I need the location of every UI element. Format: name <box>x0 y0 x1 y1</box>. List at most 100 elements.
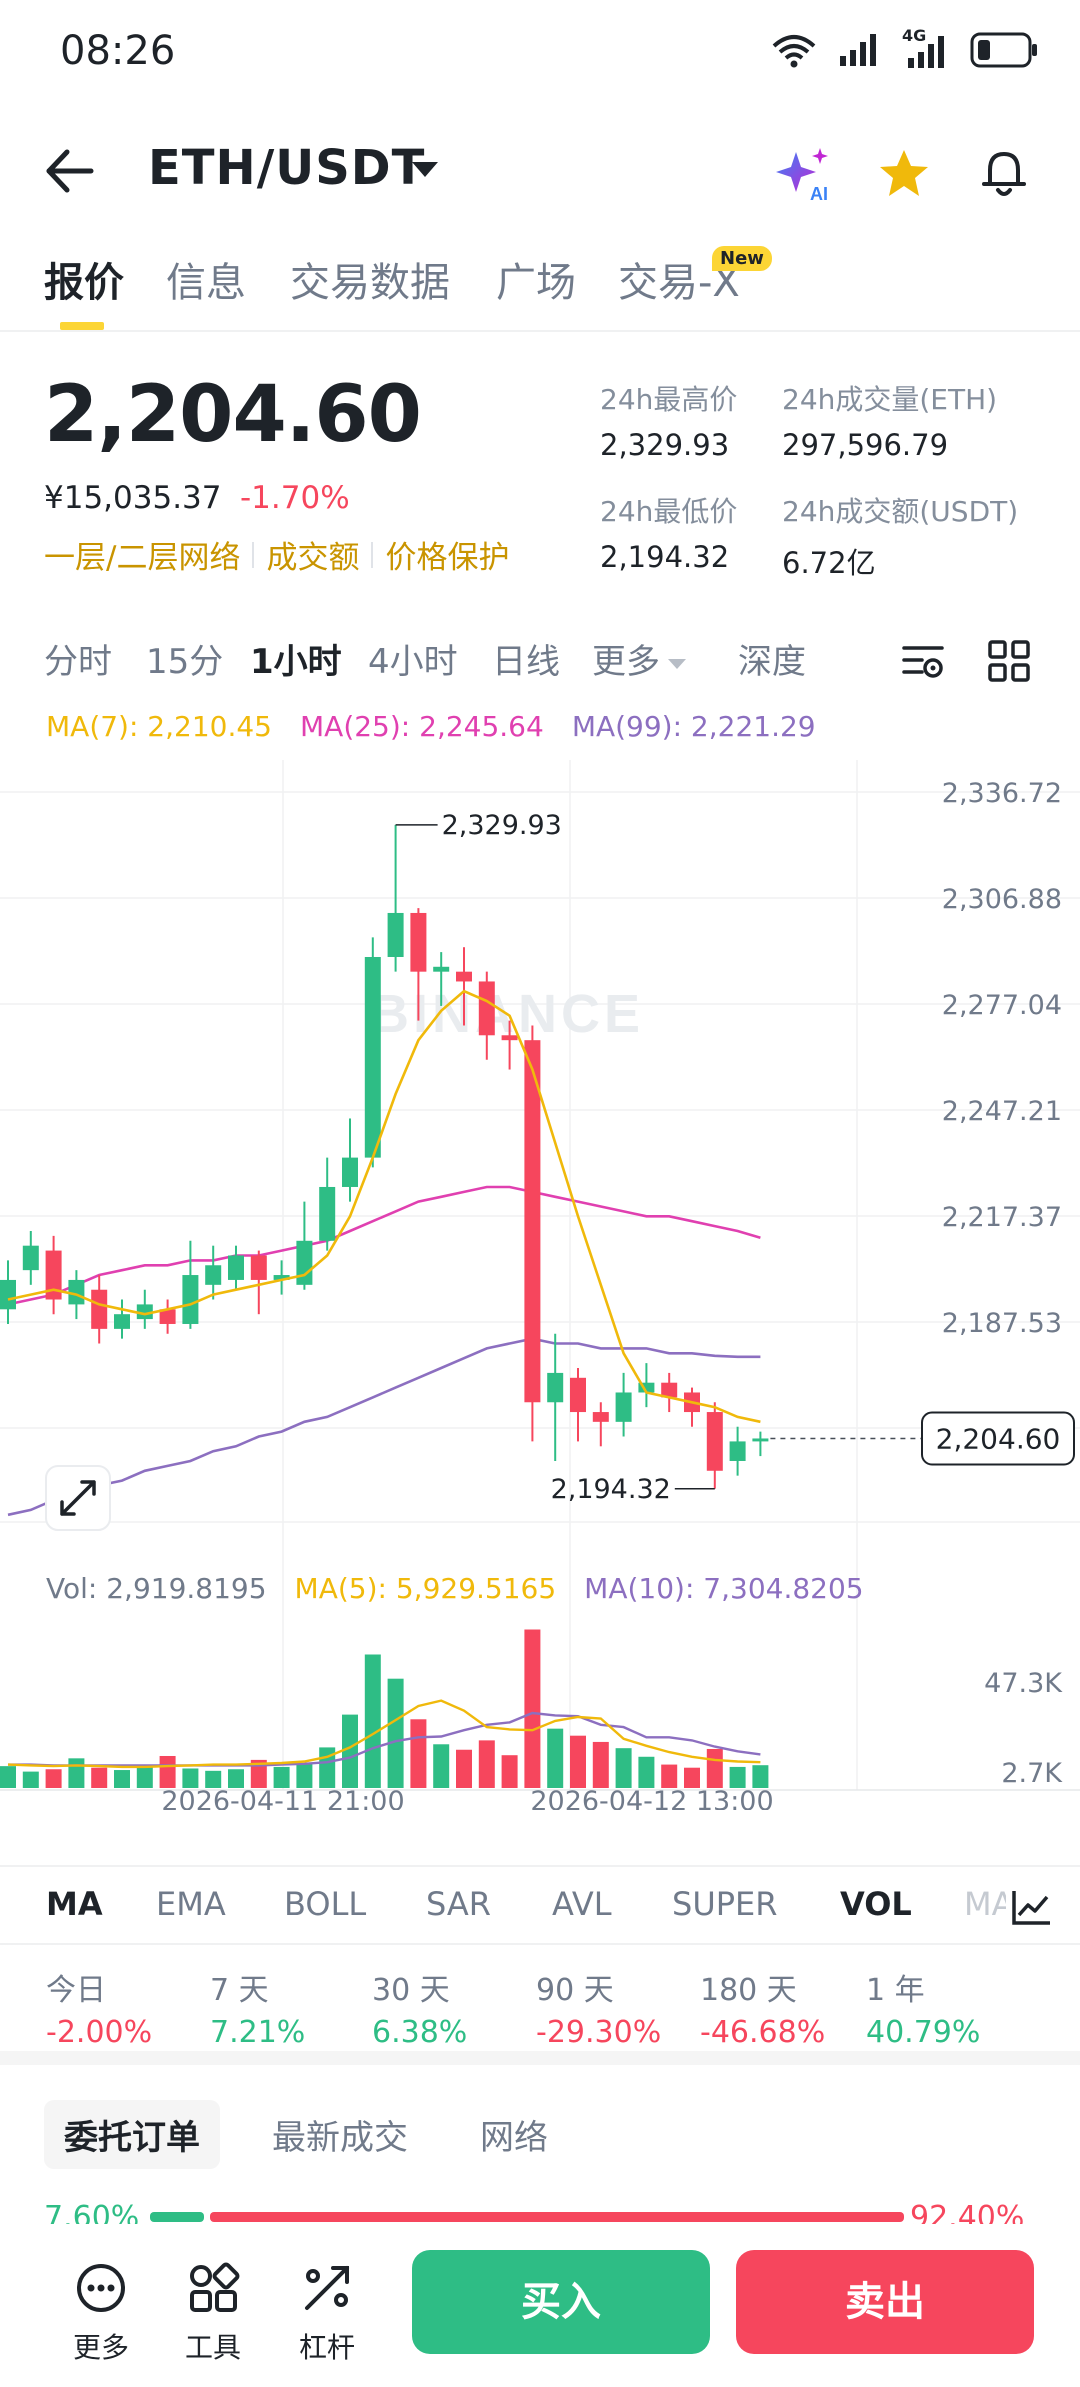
candle-body <box>136 1304 153 1320</box>
volume-bar <box>547 1728 564 1788</box>
candle <box>114 1299 130 1339</box>
kline-chart[interactable]: BINANCE 2,336.72 2,306.88 2,277.04 2,247.21 2… <box>0 700 1080 1810</box>
volume-bar <box>273 1766 290 1788</box>
interval-1h[interactable]: 1小时 <box>250 642 342 682</box>
tab-quote[interactable]: 报价 <box>44 260 124 306</box>
candle-body <box>182 1275 199 1324</box>
perf-180d: 180 天 -46.68% <box>700 1965 825 2050</box>
buy-button[interactable]: 买入 <box>412 2250 710 2354</box>
pair-selector[interactable]: ETH/USDT <box>148 140 426 196</box>
candle <box>570 1368 586 1442</box>
candle <box>706 1402 723 1489</box>
sell-button[interactable]: 卖出 <box>736 2250 1034 2354</box>
tab-info[interactable]: 信息 <box>166 260 246 306</box>
expand-arrows <box>60 1480 96 1516</box>
candle-body <box>478 981 495 1036</box>
tools-button[interactable]: 工具 <box>168 2260 258 2366</box>
tab-order-book[interactable]: 委托订单 <box>44 2100 220 2169</box>
candle <box>501 1020 518 1070</box>
tag-price-protection[interactable]: 价格保护 <box>385 540 510 576</box>
candle-body <box>319 1186 336 1241</box>
volume-bar <box>638 1756 655 1788</box>
perf-label: 90 天 <box>536 1973 614 2008</box>
candle <box>91 1275 108 1344</box>
wifi-icon <box>772 35 816 68</box>
tab-square[interactable]: 广场 <box>496 260 576 306</box>
tab-trading-data[interactable]: 交易数据 <box>290 260 450 306</box>
interval-day[interactable]: 日线 <box>492 642 560 682</box>
volume-bar <box>524 1629 541 1788</box>
bell-icon[interactable] <box>976 144 1032 200</box>
sell-ratio-label: 92.40% <box>910 2200 1025 2224</box>
tag-layer-network[interactable]: 一层/二层网络 <box>44 540 241 576</box>
more-menu-button[interactable]: 更多 <box>56 2260 146 2366</box>
tag-turnover[interactable]: 成交额 <box>266 540 360 576</box>
tab-network[interactable]: 网络 <box>480 2118 548 2158</box>
back-arrow-icon[interactable] <box>45 148 95 194</box>
perf-label: 1 年 <box>866 1973 925 2008</box>
candle-body <box>592 1412 609 1422</box>
indicator-ma-sub[interactable]: MA <box>964 1885 1006 1923</box>
kline-chart-svg[interactable]: BINANCE2,336.722,306.882,277.042,247.212… <box>0 700 1080 1810</box>
interval-time[interactable]: 分时 <box>44 642 112 682</box>
stat-amount-value: 6.72亿 <box>782 546 876 580</box>
leverage-button[interactable]: 杠杆 <box>282 2260 372 2366</box>
grid-layout-icon[interactable] <box>986 638 1032 684</box>
indicator-ma[interactable]: MA <box>46 1885 103 1923</box>
expand-chart-icon[interactable] <box>45 1465 111 1531</box>
perf-value: -46.68% <box>700 2015 826 2050</box>
indicator-vol[interactable]: VOL <box>840 1885 912 1923</box>
candle-body <box>661 1382 678 1398</box>
indicator-avl[interactable]: AVL <box>552 1885 612 1923</box>
perf-label: 30 天 <box>372 1973 450 2008</box>
volume-bar <box>684 1767 700 1788</box>
indicator-sar[interactable]: SAR <box>426 1885 492 1923</box>
vol-ma10-line <box>8 1711 761 1767</box>
candle-body <box>547 1372 564 1403</box>
volume-bar <box>456 1749 472 1788</box>
interval-15m[interactable]: 15分 <box>146 642 224 682</box>
ma99-line <box>7 1337 761 1517</box>
volume-bar <box>661 1764 678 1788</box>
interval-depth[interactable]: 深度 <box>738 642 806 682</box>
interval-more[interactable]: 更多 <box>592 634 686 683</box>
chevron-down-icon <box>668 658 686 669</box>
candle-body <box>638 1382 655 1393</box>
indicator-super[interactable]: SUPER <box>672 1885 778 1923</box>
buy-ratio-bar <box>150 2212 204 2222</box>
chart-settings-icon[interactable] <box>900 638 946 684</box>
vol-legend: Vol: 2,919.8195 <box>46 1572 267 1605</box>
candle-body <box>752 1438 769 1442</box>
volume-axis-tick: 47.3K <box>984 1668 1063 1699</box>
favorite-star-icon[interactable] <box>876 146 932 202</box>
active-tab-indicator <box>60 322 104 330</box>
candle-body <box>410 912 427 972</box>
ma-legend: MA(7): 2,210.45 MA(25): 2,245.64 MA(99):… <box>46 710 816 743</box>
candle-body <box>387 912 404 957</box>
stat-high-value: 2,329.93 <box>600 428 730 462</box>
interval-4h[interactable]: 4小时 <box>368 642 458 682</box>
chevron-down-icon[interactable] <box>412 162 438 177</box>
tab-latest-trades[interactable]: 最新成交 <box>272 2118 408 2158</box>
perf-7d: 7 天 7.21% <box>210 1965 305 2050</box>
time-axis-tick: 2026-04-11 21:00 <box>161 1786 404 1810</box>
stat-low-value: 2,194.32 <box>600 540 730 574</box>
stat-high-label: 24h最高价 <box>600 383 738 416</box>
volume-bar <box>68 1758 85 1788</box>
perf-1y: 1 年 40.79% <box>866 1965 980 2050</box>
stat-amount-label: 24h成交额(USDT) <box>782 495 1019 528</box>
candle-body <box>205 1265 222 1285</box>
more-dots-icon <box>77 2264 125 2312</box>
indicator-boll[interactable]: BOLL <box>284 1885 367 1923</box>
indicator-ema[interactable]: EMA <box>156 1885 226 1923</box>
candle <box>456 947 472 1026</box>
price-summary: 2,204.60 ¥15,035.37 -1.70% 一层/二层网络 成交额 价… <box>0 360 1080 590</box>
perf-value: 40.79% <box>866 2015 981 2050</box>
price-axis-tick: 2,336.72 <box>942 778 1062 809</box>
candle-body <box>501 1035 518 1041</box>
indicator-chart-icon[interactable] <box>1010 1889 1052 1927</box>
last-price: 2,204.60 <box>44 370 422 460</box>
pair-header: ETH/USDT AI <box>0 110 1080 230</box>
ai-sparkle-icon[interactable]: AI <box>772 142 836 206</box>
new-badge: New <box>712 246 772 271</box>
